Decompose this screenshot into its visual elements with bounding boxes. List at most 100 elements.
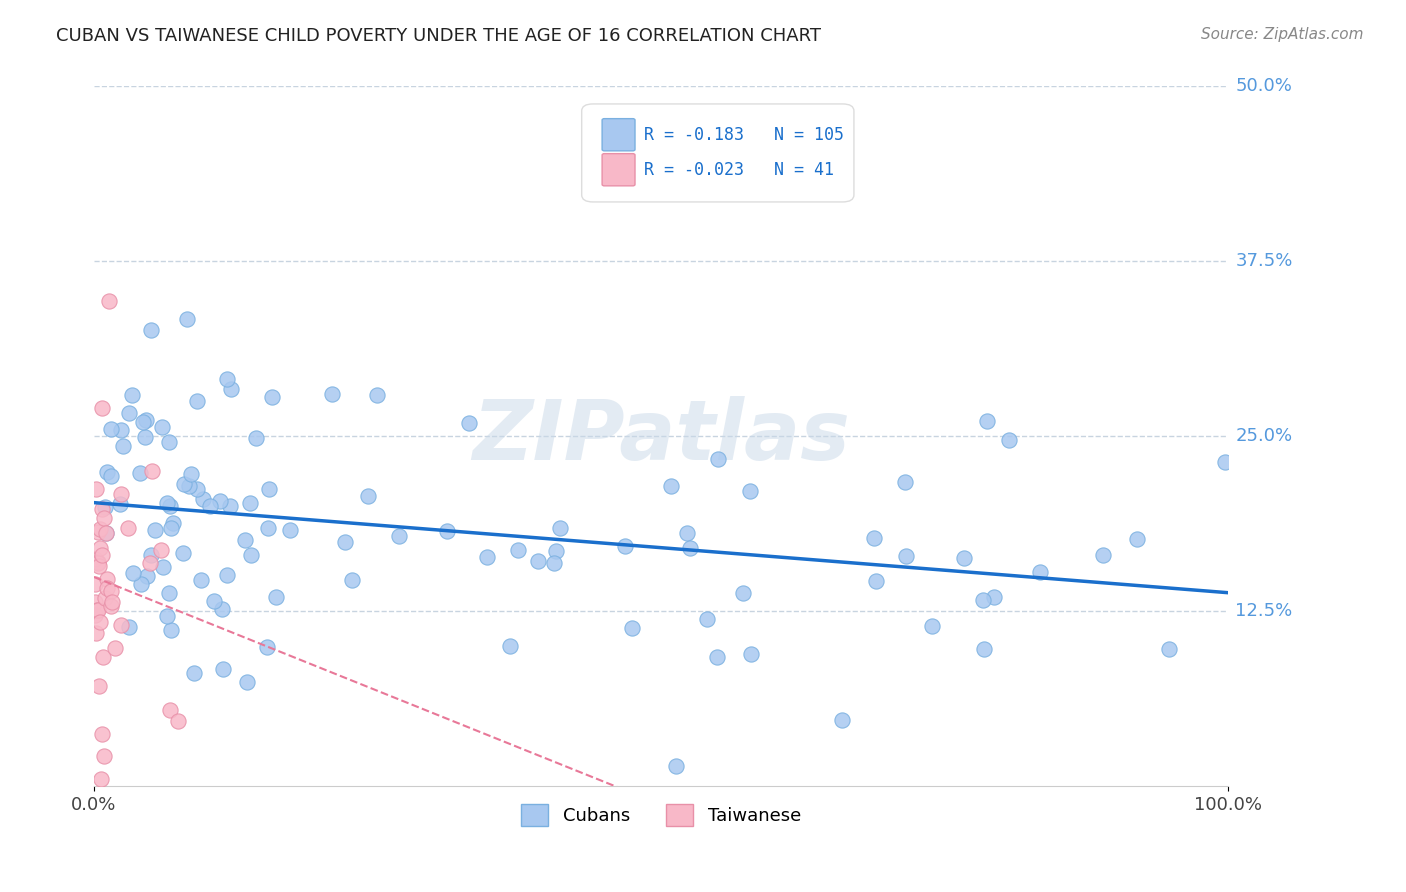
Cubans [139,322,162,336]
Cubans [96,465,118,479]
Cubans [198,499,221,513]
Taiwanese [90,772,112,787]
Cubans [202,593,225,607]
Cubans [172,546,194,560]
Cubans [865,574,887,588]
Text: R = -0.023   N = 41: R = -0.023 N = 41 [644,161,834,178]
Cubans [973,641,995,656]
Cubans [659,479,682,493]
Cubans [1091,548,1114,562]
Cubans [665,758,688,772]
Taiwanese [117,521,139,535]
Taiwanese [159,703,181,717]
Cubans [219,382,242,396]
Cubans [190,574,212,588]
Taiwanese [110,618,132,632]
Cubans [997,434,1019,448]
Cubans [159,624,181,638]
Text: Source: ZipAtlas.com: Source: ZipAtlas.com [1201,27,1364,42]
Cubans [118,406,141,420]
Taiwanese [94,591,117,606]
Taiwanese [101,595,124,609]
Cubans [264,590,287,604]
Cubans [208,493,231,508]
Cubans [436,524,458,538]
Taiwanese [91,650,114,665]
Taiwanese [141,464,163,478]
Taiwanese [93,749,115,764]
Cubans [475,549,498,564]
Cubans [143,523,166,537]
Cubans [122,566,145,580]
FancyBboxPatch shape [602,119,636,151]
Cubans [160,521,183,535]
Taiwanese [96,572,118,586]
Cubans [134,430,156,444]
Text: R = -0.183   N = 105: R = -0.183 N = 105 [644,126,844,144]
Taiwanese [84,576,107,591]
Cubans [527,554,550,568]
Cubans [257,521,280,535]
Cubans [457,416,479,430]
Cubans [100,469,122,483]
Cubans [260,390,283,404]
Cubans [245,431,267,445]
Taiwanese [167,714,190,728]
Cubans [1028,565,1050,579]
Cubans [508,543,530,558]
Taiwanese [87,603,110,617]
Cubans [121,387,143,401]
Taiwanese [150,542,173,557]
FancyBboxPatch shape [602,153,636,186]
Cubans [544,543,567,558]
Cubans [132,415,155,429]
Taiwanese [87,556,110,570]
Cubans [186,483,208,497]
Cubans [136,568,159,582]
Cubans [150,419,173,434]
Cubans [94,500,117,514]
Cubans [239,495,262,509]
Taiwanese [96,581,118,595]
Cubans [180,467,202,482]
Taiwanese [94,525,117,540]
Cubans [159,499,181,513]
Cubans [952,551,974,566]
Text: ZIPatlas: ZIPatlas [472,396,851,477]
Cubans [731,585,754,599]
Cubans [921,619,943,633]
Cubans [212,662,235,676]
Cubans [676,526,699,541]
Cubans [112,439,135,453]
Cubans [159,434,181,449]
Cubans [550,521,572,535]
Cubans [152,559,174,574]
Cubans [108,497,131,511]
Cubans [357,489,380,503]
Cubans [1157,642,1180,657]
Cubans [740,647,762,661]
Cubans [128,466,150,480]
Taiwanese [84,552,107,566]
Cubans [215,567,238,582]
Taiwanese [89,541,111,555]
Cubans [118,620,141,634]
Cubans [1126,532,1149,546]
Cubans [679,541,702,555]
Taiwanese [100,584,122,599]
Cubans [335,535,357,549]
Cubans [173,476,195,491]
Taiwanese [87,555,110,569]
FancyBboxPatch shape [582,104,853,202]
Taiwanese [110,486,132,500]
Cubans [162,516,184,530]
Cubans [110,423,132,437]
Cubans [176,312,198,326]
Taiwanese [89,679,111,693]
Cubans [259,482,281,496]
Cubans [236,674,259,689]
Taiwanese [86,525,108,540]
Taiwanese [90,501,112,516]
Cubans [831,713,853,727]
Taiwanese [84,483,107,497]
